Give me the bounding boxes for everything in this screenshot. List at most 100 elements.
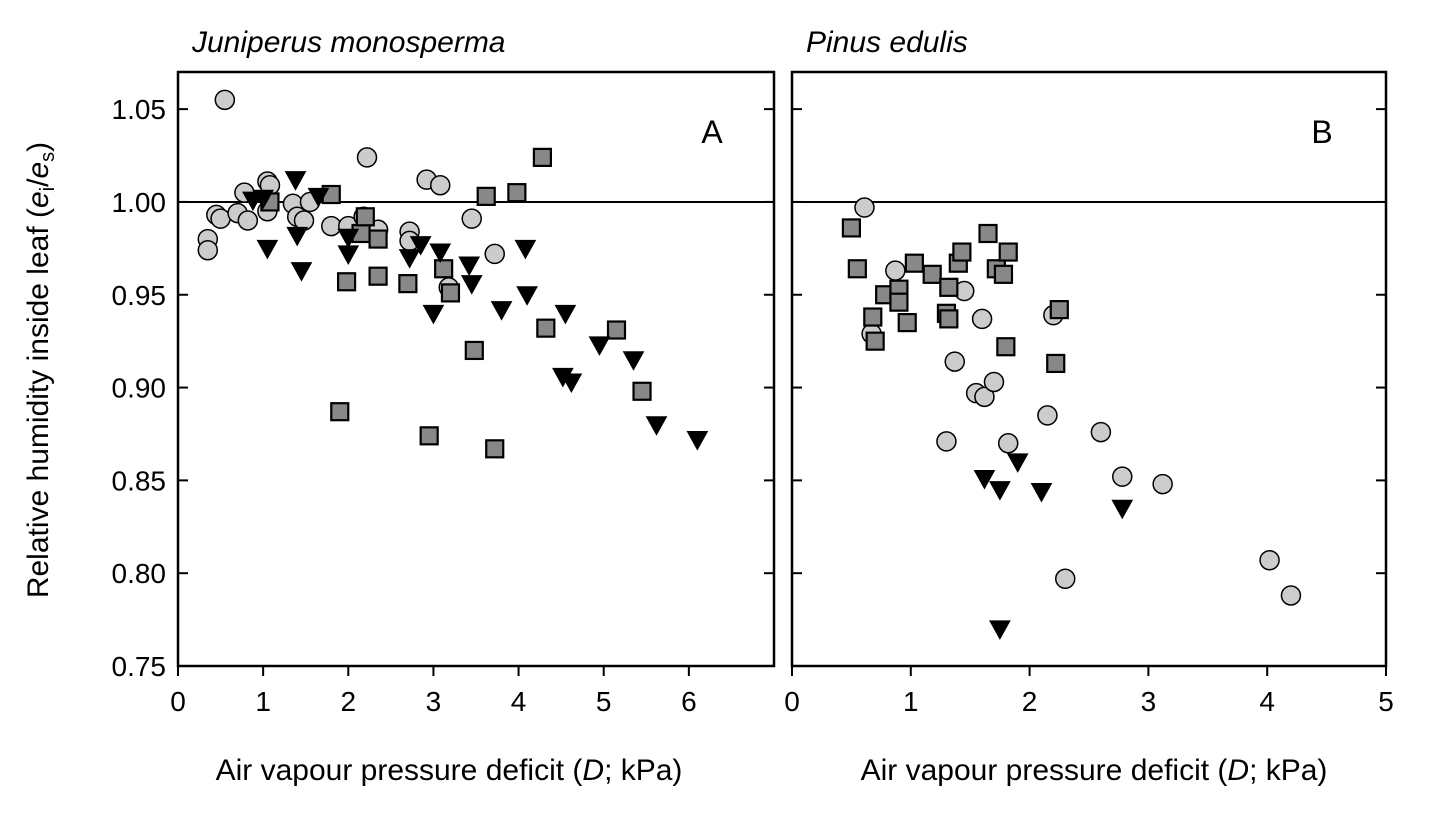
panel-b-y-ticks bbox=[792, 108, 1386, 667]
circle-point bbox=[484, 243, 505, 265]
square-point bbox=[434, 259, 454, 279]
panel-b-x-axis-label-end: ; kPa) bbox=[1249, 754, 1327, 787]
y-axis-label-i-sub: i bbox=[37, 187, 59, 191]
square-point bbox=[1049, 300, 1069, 320]
panel-b-x-tick-label: 4 bbox=[1259, 686, 1275, 717]
square-point bbox=[398, 274, 418, 294]
panel-b-title: Pinus edulis bbox=[806, 26, 968, 59]
square-point bbox=[368, 229, 388, 249]
square-point bbox=[847, 259, 867, 279]
triangle-point bbox=[554, 304, 577, 325]
circle-point bbox=[854, 197, 875, 218]
panel-a-x-axis-label-end: ; kPa) bbox=[604, 754, 682, 787]
square-point bbox=[1046, 353, 1066, 374]
square-point bbox=[978, 223, 998, 244]
square-point bbox=[532, 147, 553, 167]
y-axis-label-close: ) bbox=[22, 142, 55, 152]
triangle-point bbox=[429, 243, 452, 264]
panel-b-x-axis-label: Air vapour pressure deficit (D; kPa) bbox=[861, 754, 1328, 787]
triangle-point bbox=[1030, 483, 1053, 503]
panel-a-x-axis-label: Air vapour pressure deficit (D; kPa) bbox=[216, 754, 683, 787]
panel-b-x-tick-label: 0 bbox=[784, 686, 800, 717]
circle-point bbox=[197, 239, 219, 261]
panel-a-frame bbox=[176, 70, 776, 668]
panel-a: Juniperus monosperma A 0.750.800.850.900… bbox=[112, 26, 776, 787]
triangle-point bbox=[290, 262, 313, 282]
circle-point bbox=[1152, 473, 1173, 495]
panel-a-y-tick-label: 1.05 bbox=[112, 94, 167, 125]
triangle-point bbox=[458, 256, 481, 277]
panel-a-y-tick-label: 0.85 bbox=[112, 465, 167, 496]
circle-point bbox=[429, 174, 451, 196]
y-axis-label-slash: / bbox=[22, 178, 55, 187]
panel-a-x-tick-label: 1 bbox=[255, 686, 271, 717]
triangle-point bbox=[284, 171, 307, 191]
y-axis-label-main: Relative humidity inside leaf ( bbox=[22, 208, 55, 598]
triangle-point bbox=[460, 275, 483, 295]
y-axis-label-es: e bbox=[22, 162, 55, 179]
panel-a-x-tick-label: 5 bbox=[596, 686, 612, 717]
triangle-point bbox=[398, 249, 421, 269]
square-point bbox=[476, 186, 496, 206]
square-point bbox=[863, 307, 883, 327]
triangle-point bbox=[307, 187, 330, 208]
panel-b-x-tick-label: 2 bbox=[1022, 686, 1038, 717]
square-point bbox=[922, 264, 942, 284]
circle-point bbox=[1112, 466, 1133, 487]
panel-a-y-tick-label: 0.80 bbox=[112, 558, 167, 589]
square-point bbox=[939, 309, 959, 329]
square-point bbox=[507, 183, 527, 203]
triangle-point bbox=[514, 239, 537, 260]
y-axis-label-ei: e bbox=[22, 191, 55, 208]
triangle-point bbox=[989, 620, 1011, 640]
square-point bbox=[464, 340, 484, 361]
triangle-point bbox=[252, 189, 274, 210]
panel-a-title: Juniperus monosperma bbox=[191, 26, 506, 59]
circle-point bbox=[214, 89, 236, 111]
circle-point bbox=[1280, 585, 1302, 606]
panel-a-y-tick-label: 0.95 bbox=[112, 280, 167, 311]
circle-point bbox=[1259, 549, 1280, 571]
triangle-point bbox=[256, 239, 279, 260]
circle-point bbox=[210, 208, 231, 229]
panel-a-y-tick-label: 0.75 bbox=[112, 651, 167, 682]
panel-b-frame bbox=[790, 70, 1388, 668]
triangle-point bbox=[973, 470, 996, 490]
square-point bbox=[440, 283, 461, 303]
y-axis-label: Relative humidity inside leaf (ei/es) bbox=[22, 142, 59, 598]
panel-b: Pinus edulis B 0 1 2 3 4 5 Air vapour pressur… bbox=[784, 26, 1394, 787]
circle-point bbox=[971, 308, 993, 330]
triangle-point bbox=[337, 228, 360, 249]
panel-b-x-tick-label: 5 bbox=[1378, 686, 1394, 717]
square-point bbox=[952, 242, 972, 262]
triangle-point bbox=[409, 236, 432, 256]
triangle-point bbox=[622, 351, 645, 371]
triangle-point bbox=[286, 226, 309, 247]
panel-a-x-axis-label-d: D bbox=[582, 754, 604, 787]
square-point bbox=[419, 426, 439, 446]
square-point bbox=[897, 312, 917, 333]
panel-b-x-tick-label: 3 bbox=[1141, 686, 1157, 717]
triangle-point bbox=[588, 336, 611, 356]
panel-a-label: A bbox=[701, 114, 723, 150]
panel-a-x-tick-label: 0 bbox=[170, 686, 186, 717]
circle-point bbox=[321, 215, 342, 237]
square-point bbox=[889, 292, 909, 312]
square-point bbox=[606, 320, 627, 340]
circle-point bbox=[885, 260, 906, 281]
triangle-point bbox=[1111, 499, 1134, 520]
triangle-point bbox=[490, 301, 513, 321]
panel-a-x-tick-label: 2 bbox=[340, 686, 356, 717]
square-point bbox=[330, 402, 350, 422]
square-point bbox=[996, 337, 1016, 357]
panel-b-x-axis-label-d: D bbox=[1227, 754, 1249, 787]
triangle-point bbox=[1006, 453, 1029, 473]
circle-point bbox=[983, 371, 1005, 393]
panel-b-label: B bbox=[1311, 114, 1332, 150]
triangle-point bbox=[560, 373, 583, 394]
square-point bbox=[536, 318, 556, 338]
square-point bbox=[939, 277, 959, 297]
panel-b-points bbox=[841, 197, 1302, 640]
circle-point bbox=[356, 147, 378, 168]
circle-point bbox=[944, 351, 966, 372]
